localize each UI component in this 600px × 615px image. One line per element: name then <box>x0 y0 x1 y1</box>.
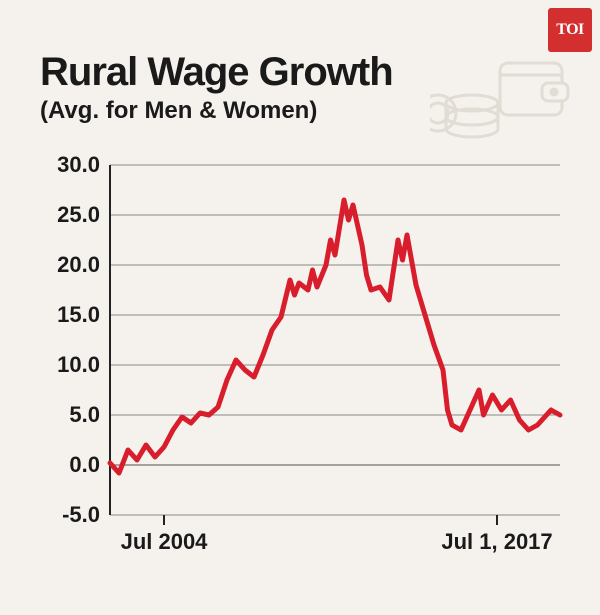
wallet-coins-icon <box>430 55 570 145</box>
chart-title: Rural Wage Growth <box>40 50 393 95</box>
axes <box>110 165 497 525</box>
svg-text:20.0: 20.0 <box>57 252 100 277</box>
gridlines <box>110 165 560 515</box>
svg-text:10.0: 10.0 <box>57 352 100 377</box>
decor-svg <box>430 55 570 145</box>
chart-subtitle: (Avg. for Men & Women) <box>40 97 393 125</box>
svg-text:25.0: 25.0 <box>57 202 100 227</box>
svg-text:0.0: 0.0 <box>69 452 100 477</box>
data-line <box>110 200 560 473</box>
source-badge: TOI <box>548 8 592 52</box>
chart-area: -5.00.05.010.015.020.025.030.0 Jul 2004J… <box>30 155 570 555</box>
svg-text:5.0: 5.0 <box>69 402 100 427</box>
svg-text:15.0: 15.0 <box>57 302 100 327</box>
y-tick-labels: -5.0 0.0 5.0 10.0 15.0 20.0 25.0 30.0 <box>57 155 100 527</box>
svg-text:Jul 2004: Jul 2004 <box>121 529 209 554</box>
svg-text:Jul 1, 2017: Jul 1, 2017 <box>441 529 552 554</box>
svg-text:-5.0: -5.0 <box>62 502 100 527</box>
svg-text:30.0: 30.0 <box>57 155 100 177</box>
x-tick-labels: Jul 2004 Jul 1, 2017 <box>121 529 553 554</box>
title-block: Rural Wage Growth (Avg. for Men & Women) <box>40 50 393 125</box>
chart-svg: -5.00.05.010.015.020.025.030.0 Jul 2004J… <box>30 155 570 555</box>
